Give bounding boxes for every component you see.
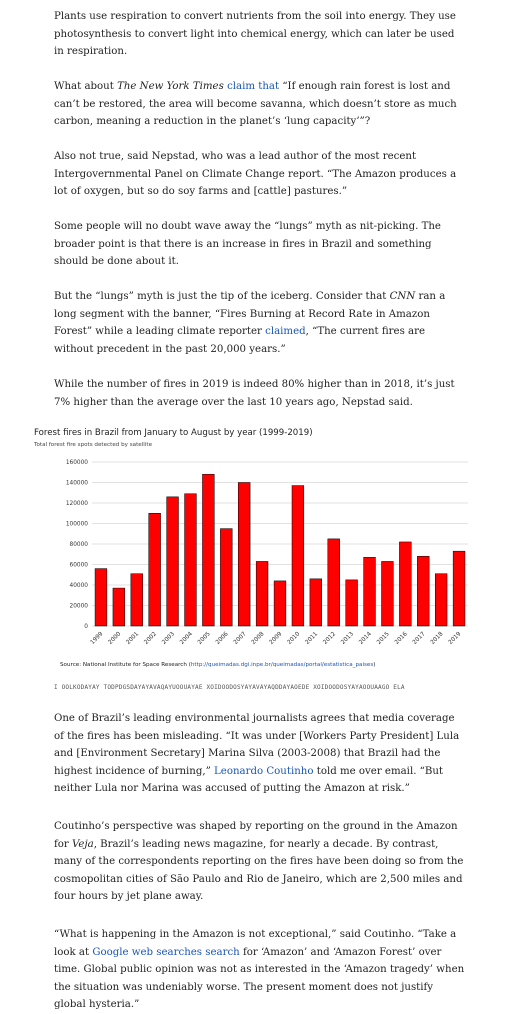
x-axis-ticks: 1999 2000 2001 2002 2003 2004 2005 2006 2007 2008… [90,631,463,646]
x-tick-label: 2008 [251,631,266,646]
x-tick-label: 1999 [90,631,105,646]
x-tick-label: 2003 [161,631,176,646]
bar-2010 [291,485,305,627]
chart-subtitle: Total forest fire spots detected by sate… [34,442,153,448]
source-close: ) [373,662,376,668]
bar-2007 [238,482,251,627]
bar-chart: 0 20000 40000 60000 80000 100000 120000 140000 1… [66,460,468,646]
publication-name: The New York Times [117,81,224,92]
chart-title: Forest fires in Brazil from January to A… [34,428,313,438]
y-tick-label: 40000 [70,583,89,589]
paragraph-coutinho-perspective: Coutinho’s perspective was shaped by rep… [54,818,466,906]
publication-name: CNN [389,291,416,302]
bar-2006 [220,528,233,627]
x-tick-label: 2012 [322,631,337,646]
bar-2013 [345,579,358,627]
bar-2018 [434,573,448,627]
y-tick-label: 140000 [66,481,88,487]
bar-2003 [166,496,179,627]
paragraph-cnn: But the “lungs” myth is just the tip of … [54,288,466,358]
paragraph-text: One of Brazil’s leading environmental jo… [54,713,460,777]
y-tick-label: 120000 [66,501,88,507]
x-tick-label: 2002 [143,631,158,646]
y-tick-label: 160000 [66,460,88,466]
paragraph-text: Plants use respiration to convert nutrie… [54,11,456,58]
paragraph-text: What about [54,81,118,92]
bar-2019 [452,550,466,627]
paragraph-journalist: One of Brazil’s leading environmental jo… [54,710,466,798]
paragraph-text: for ‘Amazon’ and ‘Amazon Forest’ over ti… [54,946,465,1011]
x-tick-label: 2017 [412,631,427,646]
x-tick-label: 2014 [358,631,373,646]
bar-2009 [273,580,287,627]
x-tick-label: 2010 [287,631,302,646]
paragraph-not-exceptional: “What is happening in the Amazon is not … [54,926,466,1014]
google-searches-link[interactable]: Google web searches search [92,946,240,958]
x-tick-label: 2019 [448,631,463,646]
fires-chart-figure: Forest fires in Brazil from January to A… [34,428,476,674]
source-url-link[interactable]: http://queimadas.dgi.inpe.br/queimadas/p… [190,662,374,668]
paragraph-text: Also not true, said Nepstad, who was a l… [54,151,457,198]
x-tick-label: 2011 [305,631,320,646]
paragraph-text: “If enough rain forest is lost and can’t… [54,81,457,128]
bar-1999 [94,568,108,627]
paragraph-text: Some people will no doubt wave away the … [54,221,441,268]
bar-2012 [327,538,340,627]
bar-2005 [202,474,215,627]
y-tick-label: 100000 [66,522,88,528]
bar-2011 [309,578,322,627]
paragraph-lungs-myth: Some people will no doubt wave away the … [54,218,466,271]
bar-2014 [363,557,376,627]
paragraph-nyt-claim: What about The New York Times claim that… [54,78,466,131]
leonardo-coutinho-link[interactable]: Leonardo Coutinho [214,765,314,777]
paragraph-text: While the number of fires in 2019 is ind… [54,379,455,408]
chart-bars [94,474,466,627]
chart-source: Source: National Institute for Space Res… [60,662,375,668]
source-label: Source: National Institute for Space Res… [60,662,191,668]
x-tick-label: 2013 [340,631,355,646]
x-tick-label: 2004 [179,631,194,646]
y-tick-label: 20000 [70,604,89,610]
bar-2001 [130,573,143,627]
paragraph-text: But the “lungs” myth is just the tip of … [54,291,390,302]
publication-name: Veja [72,838,94,850]
x-tick-label: 2018 [430,631,445,646]
claim-that-link[interactable]: claim that [227,81,280,92]
bar-2016 [399,541,412,627]
bar-2015 [381,561,394,627]
paragraph-respiration: Plants use respiration to convert nutrie… [54,8,466,61]
paragraph-text: , Brazil’s leading news magazine, for ne… [54,838,464,903]
paragraph-text: ran a long segment with the banner, “Fir… [54,291,446,338]
x-tick-label: 2016 [394,631,409,646]
bar-2017 [417,556,430,627]
x-tick-label: 2001 [125,631,140,646]
paragraph-text: , “The current fires are without precede… [54,326,426,355]
x-tick-label: 2000 [108,631,123,646]
bar-2002 [148,513,161,627]
y-tick-label: 0 [84,624,88,630]
claimed-link[interactable]: claimed [265,326,306,338]
bar-2004 [184,493,197,627]
y-tick-label: 80000 [70,542,89,548]
x-tick-label: 2007 [233,631,248,646]
paragraph-text: Coutinho’s perspective was shaped by rep… [54,821,458,850]
x-tick-label: 2009 [269,631,284,646]
x-tick-label: 2006 [215,631,230,646]
x-tick-label: 2005 [197,631,212,646]
paragraph-text: told me over email. “But neither Lula no… [54,765,444,795]
figure-caption: I OOLKODAYAY TODPDGSDAYAYAVAQAYUOOUAYAE … [54,684,405,691]
paragraph-nepstad: Also not true, said Nepstad, who was a l… [54,148,466,201]
x-tick-label: 2015 [376,631,391,646]
bar-2008 [255,561,269,627]
paragraph-text: “What is happening in the Amazon is not … [54,929,457,958]
paragraph-fire-stats: While the number of fires in 2019 is ind… [54,376,466,411]
y-axis-ticks: 0 20000 40000 60000 80000 100000 120000 140000 1… [66,460,88,630]
y-tick-label: 60000 [70,563,89,569]
bar-2000 [112,587,126,627]
